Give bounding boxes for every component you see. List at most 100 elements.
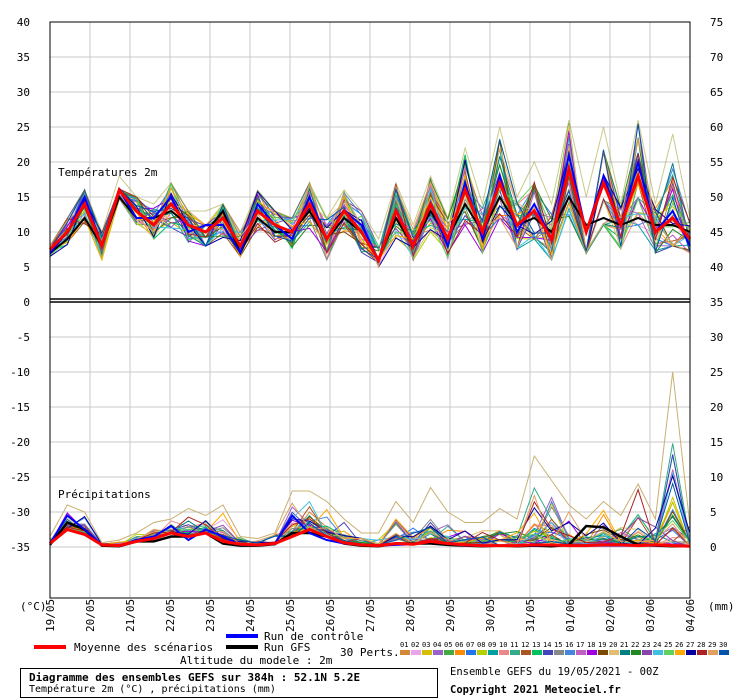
left-tick-label: -15	[10, 401, 30, 414]
date-tick-label: 31/05	[524, 599, 537, 632]
date-tick-label: 19/05	[44, 599, 57, 632]
temp-max-envelope	[49, 119, 691, 247]
date-tick-label: 27/05	[364, 599, 377, 632]
legend-pert-number-23: 23	[642, 641, 650, 649]
date-tick-label: 29/05	[444, 599, 457, 632]
date-tick-label: 22/05	[164, 599, 177, 632]
mean-temp-line	[48, 163, 692, 264]
left-tick-label: 0	[23, 296, 30, 309]
legend-pert-swatch-30	[719, 650, 729, 655]
right-tick-label: 15	[710, 436, 723, 449]
legend-pert-swatch-28	[697, 650, 707, 655]
legend-pert-number-24: 24	[653, 641, 661, 649]
right-tick-label: 75	[710, 16, 723, 29]
right-tick-label: 50	[710, 191, 723, 204]
legend-pert-swatch-25	[664, 650, 674, 655]
left-tick-label: -35	[10, 541, 30, 554]
legend-pert-swatch-04	[433, 650, 443, 655]
right-tick-label: 20	[710, 401, 723, 414]
legend-pert-number-06: 06	[455, 641, 463, 649]
date-tick-label: 24/05	[244, 599, 257, 632]
right-tick-label: 0	[710, 541, 717, 554]
run-info: Ensemble GEFS du 19/05/2021 - 00Z	[450, 666, 659, 678]
legend-pert-number-14: 14	[543, 641, 551, 649]
left-tick-label: 5	[23, 261, 30, 274]
date-tick-label: 04/06	[684, 599, 697, 632]
legend-pert-swatch-23	[642, 650, 652, 655]
mean-precip-line	[49, 527, 691, 548]
legend-pert-swatch-01	[400, 650, 410, 655]
title-box: Diagramme des ensembles GEFS sur 384h : …	[20, 668, 438, 698]
legend-pert-number-25: 25	[664, 641, 672, 649]
left-tick-label: -20	[10, 436, 30, 449]
left-unit-label: (°C)	[20, 600, 47, 613]
pert-temp-line-30	[49, 123, 691, 261]
left-tick-label: 10	[17, 226, 30, 239]
right-tick-label: 30	[710, 331, 723, 344]
legend-pert-number-04: 04	[433, 641, 441, 649]
legend-pert-swatch-05	[444, 650, 454, 655]
legend-perts-label: 30 Perts.	[340, 646, 400, 659]
legend-pert-swatch-17	[576, 650, 586, 655]
legend-pert-number-20: 20	[609, 641, 617, 649]
date-tick-label: 28/05	[404, 599, 417, 632]
date-tick-label: 25/05	[284, 599, 297, 632]
right-tick-label: 10	[710, 471, 723, 484]
legend-mean-label: Moyenne des scénarios	[74, 641, 213, 654]
legend-pert-number-30: 30	[719, 641, 727, 649]
legend-pert-number-07: 07	[466, 641, 474, 649]
left-tick-label: -5	[17, 331, 30, 344]
legend-pert-number-01: 01	[400, 641, 408, 649]
legend-pert-swatch-14	[543, 650, 553, 655]
pert-precip-line-29	[49, 494, 691, 547]
temp-panel-label: Températures 2m	[58, 166, 158, 179]
legend-pert-number-15: 15	[554, 641, 562, 649]
left-tick-label: -30	[10, 506, 30, 519]
legend-pert-number-18: 18	[587, 641, 595, 649]
legend-pert-swatch-22	[631, 650, 641, 655]
legend-pert-number-05: 05	[444, 641, 452, 649]
legend-pert-number-13: 13	[532, 641, 540, 649]
legend-pert-number-26: 26	[675, 641, 683, 649]
plot-frame	[49, 21, 691, 599]
chart-grid	[49, 21, 691, 598]
legend-pert-number-08: 08	[477, 641, 485, 649]
legend-pert-swatch-19	[598, 650, 608, 655]
left-tick-label: 35	[17, 51, 30, 64]
legend-control-label: Run de contrôle	[264, 630, 363, 643]
legend-pert-number-11: 11	[510, 641, 518, 649]
left-tick-label: 30	[17, 86, 30, 99]
legend-pert-swatch-29	[708, 650, 718, 655]
legend-pert-swatch-08	[477, 650, 487, 655]
legend-pert-swatch-13	[532, 650, 542, 655]
chart-subtitle: Température 2m (°C) , précipitations (mm…	[29, 684, 276, 695]
legend-pert-number-10: 10	[499, 641, 507, 649]
right-tick-label: 65	[710, 86, 723, 99]
legend-pert-number-21: 21	[620, 641, 628, 649]
right-tick-label: 35	[710, 296, 723, 309]
legend-pert-swatch-12	[521, 650, 531, 655]
legend-pert-number-22: 22	[631, 641, 639, 649]
chart-title: Diagramme des ensembles GEFS sur 384h : …	[29, 671, 361, 684]
legend-pert-swatch-02	[411, 650, 421, 655]
right-tick-label: 5	[710, 506, 717, 519]
left-tick-label: 20	[17, 156, 30, 169]
left-tick-label: -10	[10, 366, 30, 379]
date-tick-label: 03/06	[644, 599, 657, 632]
right-tick-label: 25	[710, 366, 723, 379]
date-tick-label: 30/05	[484, 599, 497, 632]
legend-pert-number-27: 27	[686, 641, 694, 649]
legend-pert-swatch-26	[675, 650, 685, 655]
right-tick-label: 70	[710, 51, 723, 64]
legend-pert-number-29: 29	[708, 641, 716, 649]
left-tick-label: -25	[10, 471, 30, 484]
legend-pert-number-28: 28	[697, 641, 705, 649]
date-tick-label: 01/06	[564, 599, 577, 632]
legend-pert-swatch-24	[653, 650, 663, 655]
legend-pert-number-17: 17	[576, 641, 584, 649]
legend-pert-number-02: 02	[411, 641, 419, 649]
legend-pert-swatch-10	[499, 650, 509, 655]
right-tick-label: 45	[710, 226, 723, 239]
date-tick-label: 20/05	[84, 599, 97, 632]
